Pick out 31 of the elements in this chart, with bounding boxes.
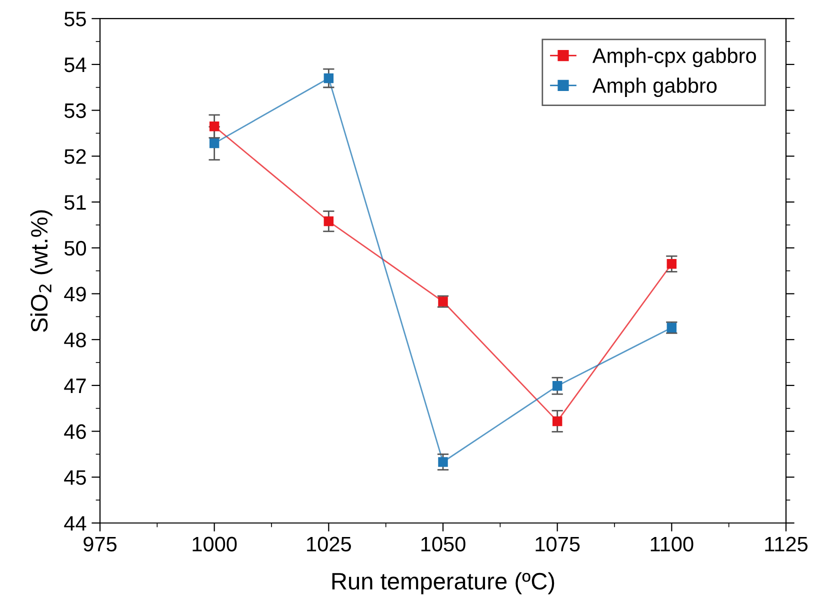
x-tick-label: 1075 <box>536 536 580 552</box>
point <box>552 416 562 426</box>
y-tick-label: 45 <box>64 470 86 485</box>
x-axis-title: Run temperature (ºC) <box>332 572 554 594</box>
legend-label: Amph-cpx gabbro <box>592 48 756 68</box>
x-tick-label: 1125 <box>765 536 808 552</box>
y-tick-label: 53 <box>64 103 86 118</box>
point <box>209 138 220 148</box>
x-tick-label: 975 <box>84 536 117 552</box>
y-tick-label: 51 <box>64 195 86 210</box>
x-tick-label: 1100 <box>650 536 694 552</box>
y-tick-label: 49 <box>64 286 86 302</box>
legend-label: Amph gabbro <box>592 78 717 98</box>
y-tick-label: 55 <box>64 12 86 26</box>
point <box>666 259 677 269</box>
y-tick-label: 50 <box>64 240 86 256</box>
x-tick-label: 1050 <box>421 536 466 552</box>
y-tick-label: 47 <box>64 378 86 393</box>
point <box>324 216 334 226</box>
y-tick-label: 46 <box>64 424 86 440</box>
point <box>438 457 448 467</box>
x-tick-label: 1025 <box>307 536 351 552</box>
point <box>209 121 220 132</box>
y-tick-label: 44 <box>64 516 86 531</box>
x-tick-label: 1000 <box>192 536 237 552</box>
y-tick-label: 54 <box>64 58 86 72</box>
y-tick-label: 52 <box>64 149 86 164</box>
point <box>552 381 562 391</box>
y-tick-label: 48 <box>64 332 86 348</box>
y-axis-title: SiO$_{2}$ (wt.%) <box>30 210 52 332</box>
point <box>324 73 334 84</box>
